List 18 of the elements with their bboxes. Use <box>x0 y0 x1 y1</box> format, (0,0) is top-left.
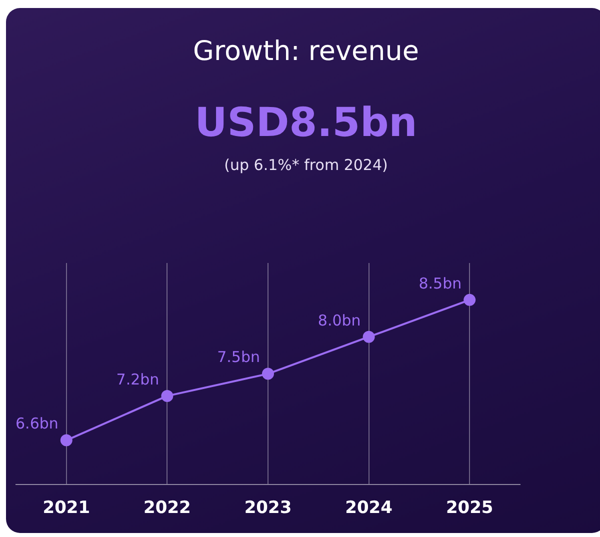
chart-title: Growth: revenue <box>192 36 420 67</box>
data-label: 7.2bn <box>116 370 160 388</box>
point <box>161 390 174 402</box>
x-tick-label: 2023 <box>244 498 292 518</box>
data-label: 6.6bn <box>16 414 58 433</box>
point <box>362 330 375 343</box>
data-label: 7.5bn <box>217 348 260 366</box>
data-label: 8.0bn <box>318 311 361 330</box>
x-tick-label: 2022 <box>144 498 191 518</box>
point <box>464 294 476 306</box>
chart-subtitle: USD8.5bn <box>194 100 418 146</box>
x-tick-label: 2025 <box>446 498 494 518</box>
x-tick-label: 2024 <box>345 498 393 518</box>
x-tick-label: 2021 <box>42 498 90 518</box>
point <box>262 368 274 380</box>
data-label: 8.5bn <box>418 274 462 292</box>
point <box>60 434 72 446</box>
text: (up 6.1%* from 2024) <box>223 156 389 174</box>
